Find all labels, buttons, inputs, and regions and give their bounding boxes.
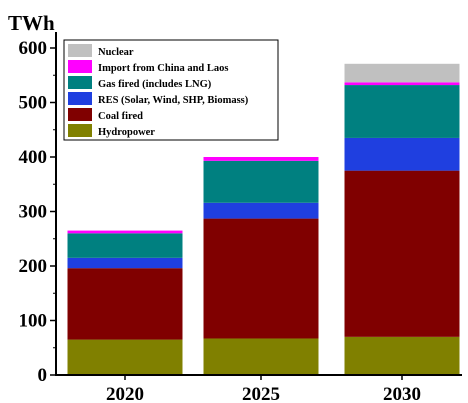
bar-segment-2025-4 <box>203 157 319 161</box>
legend-swatch-3 <box>68 92 92 105</box>
bar-segment-2025-2 <box>203 202 319 219</box>
y-tick-label-500: 500 <box>19 93 48 114</box>
bar-segment-2025-1 <box>203 218 319 339</box>
legend-swatch-4 <box>68 108 92 121</box>
unit-label: TWh <box>8 11 55 35</box>
x-tick-label-2030: 2030 <box>383 384 421 403</box>
bar-segment-2020-1 <box>67 268 183 340</box>
legend-box <box>63 39 279 141</box>
legend-swatch-1 <box>68 60 92 73</box>
legend-swatch-5 <box>68 124 92 137</box>
legend-label-1: Import from China and Laos <box>98 63 229 74</box>
x-tick-label-2025: 2025 <box>242 384 280 403</box>
bar-segment-2020-4 <box>67 230 183 234</box>
y-tick-label-0: 0 <box>38 365 48 386</box>
legend-label-3: RES (Solar, Wind, SHP, Biomass) <box>98 95 249 106</box>
x-tick-label-2020: 2020 <box>106 384 144 403</box>
bar-segment-2030-3 <box>344 85 460 138</box>
y-tick-label-600: 600 <box>19 38 48 59</box>
legend-label-5: Hydropower <box>98 127 155 138</box>
legend-label-0: Nuclear <box>98 47 134 58</box>
axes: 0 100 200 300 400 500 600 2020 2025 2030 <box>19 32 462 403</box>
bar-segment-2030-4 <box>344 82 460 86</box>
bar-segment-2030-2 <box>344 137 460 171</box>
y-tick-label-300: 300 <box>19 202 48 223</box>
legend: Nuclear Import from China and Laos Gas fir… <box>63 39 279 141</box>
bars <box>67 63 460 375</box>
legend-label-4: Coal fired <box>98 111 143 122</box>
bar-segment-2020-0 <box>67 339 183 375</box>
bar-segment-2025-0 <box>203 338 319 375</box>
bar-segment-2025-3 <box>203 160 319 203</box>
y-tick-label-100: 100 <box>19 311 48 332</box>
bar-segment-2020-3 <box>67 233 183 258</box>
bar-segment-2030-1 <box>344 170 460 337</box>
legend-label-2: Gas fired (includes LNG) <box>98 79 212 90</box>
legend-swatch-0 <box>68 44 92 57</box>
bar-segment-2030-5 <box>344 63 460 83</box>
bar-segment-2020-2 <box>67 257 183 269</box>
bar-segment-2030-0 <box>344 336 460 375</box>
y-tick-label-400: 400 <box>19 147 48 168</box>
y-tick-label-200: 200 <box>19 256 48 277</box>
legend-swatch-2 <box>68 76 92 89</box>
